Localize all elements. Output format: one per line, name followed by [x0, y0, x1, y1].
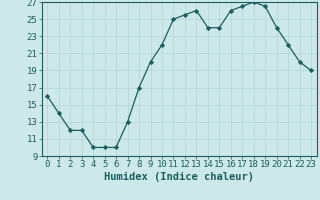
X-axis label: Humidex (Indice chaleur): Humidex (Indice chaleur): [104, 172, 254, 182]
